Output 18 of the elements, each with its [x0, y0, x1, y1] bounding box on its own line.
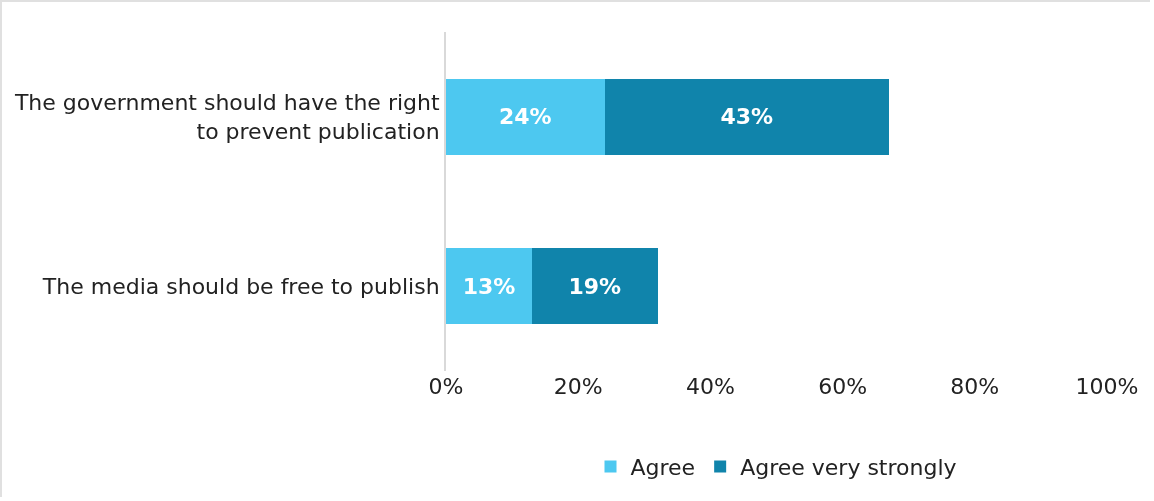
data-label: 13%: [462, 273, 516, 299]
data-label: 19%: [568, 273, 622, 299]
bar: [446, 78, 605, 155]
x-tick-label: 100%: [1075, 374, 1139, 399]
data-label: 43%: [720, 104, 774, 130]
x-tick-label: 40%: [685, 374, 735, 399]
bar: [446, 248, 532, 325]
legend-label: Agree: [630, 454, 696, 480]
bar: [531, 248, 658, 325]
data-label: 24%: [498, 104, 552, 130]
bar: [604, 78, 889, 155]
x-tick-label: 80%: [950, 374, 1000, 399]
x-tick-label: 60%: [818, 374, 868, 399]
x-tick-label: 20%: [553, 374, 603, 399]
legend-label: Agree very strongly: [740, 454, 957, 480]
y-tick-label: The media should be free to publish: [41, 273, 440, 299]
y-tick-label: The government should have the right to prevent publication: [13, 90, 440, 144]
x-tick-label: 0%: [428, 374, 464, 399]
